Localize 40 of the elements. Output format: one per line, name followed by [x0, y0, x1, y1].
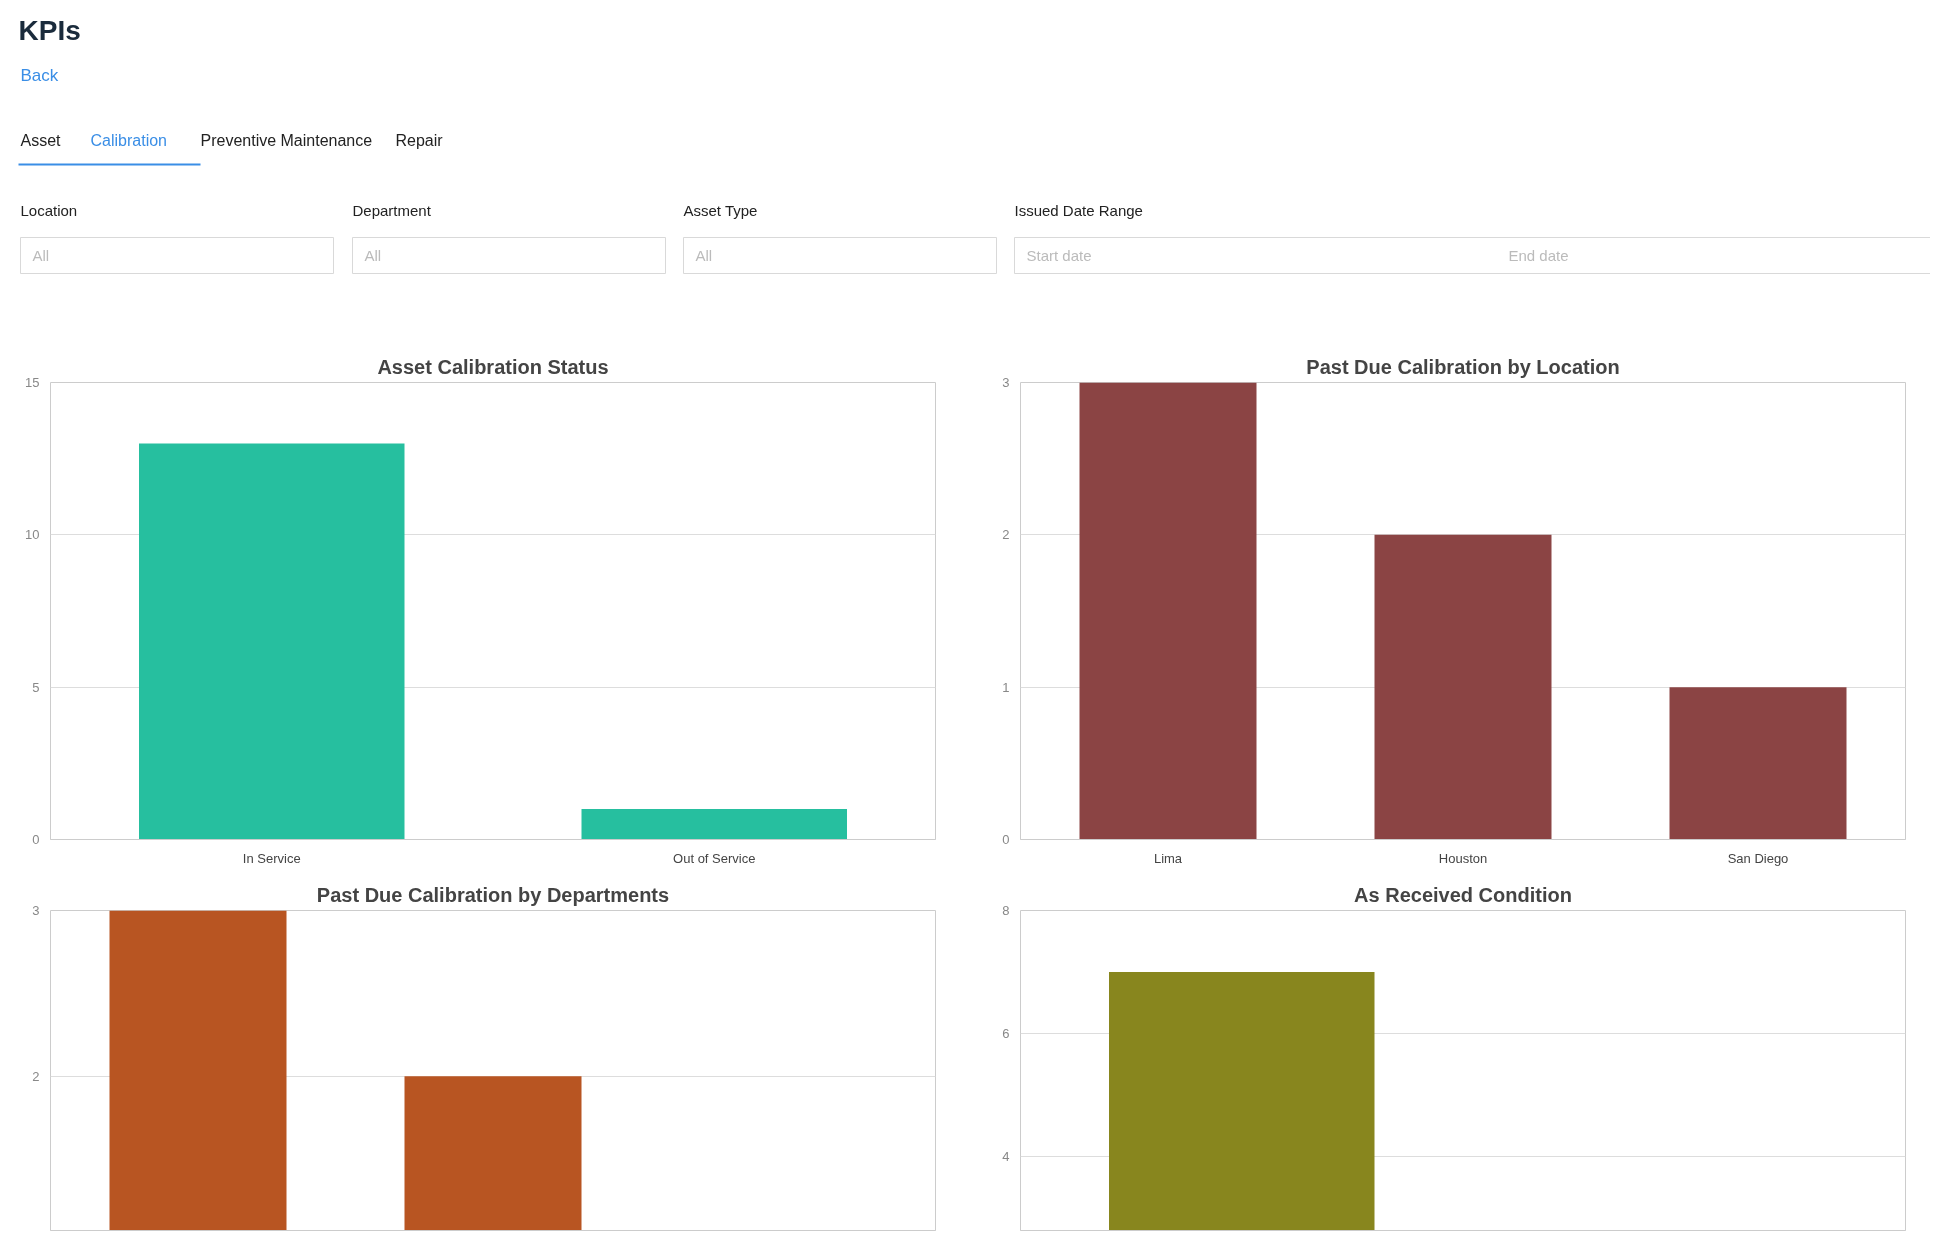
text: All	[32, 247, 50, 264]
x-tick-label: Lima	[1153, 850, 1183, 866]
y-tick-label: 6	[1002, 1026, 1010, 1042]
x-tick-label: Out of Service	[673, 850, 756, 866]
y-tick-label: 8	[1002, 903, 1010, 918]
text: Department	[352, 202, 432, 219]
y-tick-label: 1	[1002, 679, 1010, 695]
text: Preventive Maintenance	[200, 132, 373, 149]
bar	[1669, 687, 1847, 840]
text: Asset Type	[683, 202, 758, 219]
text: Issued Date Range	[1014, 202, 1143, 219]
chart-title: Asset Calibration Status	[377, 355, 609, 378]
text: Calibration	[90, 132, 167, 149]
text: All	[695, 247, 713, 264]
y-tick-label: 0	[32, 832, 40, 847]
text: Asset	[20, 132, 62, 149]
text: Start date	[1026, 247, 1092, 264]
text: End date	[1508, 247, 1569, 264]
text: Location	[20, 202, 78, 219]
x-tick-label: In Service	[242, 850, 301, 866]
y-tick-label: 10	[25, 527, 40, 543]
y-tick-label: 15	[25, 375, 40, 390]
y-tick-label: 4	[1002, 1149, 1010, 1165]
chart-title: Past Due Calibration by Departments	[316, 883, 670, 906]
text: Repair	[395, 132, 444, 149]
text: All	[364, 247, 382, 264]
text: KPIs	[18, 14, 81, 46]
y-tick-label: 2	[1002, 527, 1010, 543]
y-tick-label: 3	[32, 903, 40, 918]
bar	[1079, 382, 1257, 840]
chart-title: As Received Condition	[1354, 883, 1572, 906]
y-tick-label: 2	[32, 1068, 40, 1084]
text: Back	[20, 66, 59, 85]
bar	[1374, 534, 1552, 840]
y-tick-label: 0	[1002, 832, 1010, 847]
y-tick-label: 3	[1002, 375, 1010, 390]
chart-title: Past Due Calibration by Location	[1306, 355, 1620, 378]
x-tick-label: Houston	[1438, 850, 1488, 866]
x-tick-label: San Diego	[1727, 850, 1789, 866]
y-tick-label: 5	[32, 679, 40, 695]
